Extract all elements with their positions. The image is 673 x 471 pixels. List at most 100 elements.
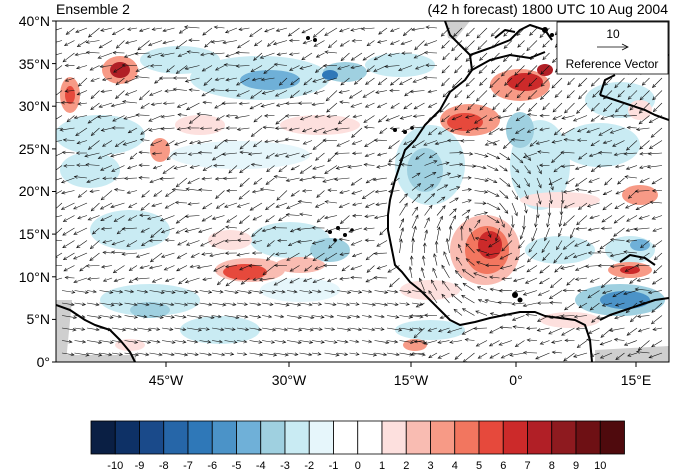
wind-arrow-head <box>563 357 568 362</box>
wind-arrow-shaft <box>174 340 186 343</box>
wind-arrow-shaft <box>536 140 550 145</box>
wind-arrow-head <box>160 53 165 57</box>
wind-arrow-shaft <box>312 176 325 179</box>
wind-arrow-head <box>496 155 501 160</box>
wind-arrow-shaft <box>111 102 125 107</box>
wind-arrow-shaft <box>274 315 284 318</box>
wind-arrow-shaft <box>409 315 425 317</box>
wind-arrow-head <box>414 66 420 70</box>
colorbar-label: 10 <box>594 460 606 471</box>
wind-arrow-head <box>84 290 89 294</box>
wind-arrow-shaft <box>515 340 525 347</box>
wind-arrow-head <box>364 104 370 108</box>
wind-arrow-shaft <box>311 352 321 355</box>
wind-arrow-shaft <box>366 65 375 72</box>
wind-arrow-shaft <box>575 277 588 280</box>
wind-arrow-head <box>413 55 418 59</box>
wind-arrow-head <box>147 340 152 344</box>
wind-arrow-head <box>226 219 231 223</box>
wind-arrow-shaft <box>135 76 150 79</box>
wind-arrow-shaft <box>399 193 408 204</box>
wind-arrow-shaft <box>239 215 250 224</box>
wind-arrow-shaft <box>561 190 564 204</box>
wind-arrow-head <box>466 209 471 214</box>
wind-arrow-head <box>363 162 368 167</box>
wind-arrow-head <box>549 315 554 320</box>
wind-arrow-head <box>81 327 86 331</box>
wind-arrow-head <box>624 205 630 209</box>
wind-arrow-shaft <box>648 352 663 358</box>
wind-arrow-head <box>215 117 220 121</box>
wind-arrow-shaft <box>423 77 438 79</box>
wind-arrow-head <box>302 40 307 45</box>
wind-arrow-shaft <box>629 277 638 284</box>
wind-arrow-head <box>250 68 255 73</box>
wind-arrow-head <box>238 195 243 200</box>
wind-arrow-head <box>289 67 294 71</box>
colorbar-label: -7 <box>183 460 193 471</box>
wind-arrow-shaft <box>547 215 550 228</box>
wind-arrow-head <box>465 115 470 119</box>
wind-arrow-head <box>371 302 376 307</box>
wind-arrow-head <box>324 50 329 54</box>
wind-arrow-head <box>176 127 181 131</box>
wind-arrow-shaft <box>615 102 625 113</box>
wind-arrow-shaft <box>86 302 100 306</box>
wind-arrow-shaft <box>467 65 475 73</box>
wind-arrow-head <box>613 276 618 281</box>
wind-arrow-head <box>99 64 104 69</box>
wind-arrow-shaft <box>454 102 463 111</box>
wind-arrow-head <box>454 283 459 288</box>
wind-arrow-head <box>196 265 201 270</box>
wind-arrow-shaft <box>366 265 375 273</box>
wind-arrow-head <box>63 267 68 272</box>
wind-arrow-head <box>251 189 256 194</box>
wind-arrow-shaft <box>249 327 262 331</box>
wind-arrow-head <box>289 228 295 233</box>
wind-arrow-shaft <box>590 352 600 357</box>
wind-arrow-shaft <box>528 102 538 112</box>
wind-arrow-shaft <box>561 315 575 317</box>
wind-arrow-shaft <box>563 215 575 226</box>
wind-arrow-head <box>287 242 293 246</box>
wind-arrow-head <box>465 243 470 248</box>
wind-arrow-shaft <box>86 352 102 356</box>
wind-arrow-shaft <box>513 265 525 272</box>
wind-arrow-head <box>118 302 123 306</box>
wind-arrow-shaft <box>65 277 75 279</box>
wind-arrow-head <box>566 94 571 99</box>
wind-arrow-head <box>390 105 395 109</box>
colorbar-box <box>357 420 383 455</box>
wind-arrow-shaft <box>313 40 325 47</box>
wind-arrow-head <box>165 142 170 146</box>
wind-arrow-shaft <box>102 177 113 179</box>
wind-arrow-shaft <box>286 214 300 216</box>
wind-arrow-shaft <box>350 265 363 270</box>
wind-arrow-head <box>501 223 505 228</box>
wind-arrow-head <box>511 302 516 306</box>
wind-arrow-shaft <box>362 190 375 199</box>
wind-arrow-head <box>423 341 428 345</box>
wind-arrow-head <box>438 328 443 333</box>
wind-arrow-shaft <box>128 127 138 134</box>
wind-arrow-head <box>322 79 327 83</box>
wind-arrow-head <box>289 94 294 99</box>
wind-arrow-shaft <box>467 102 475 110</box>
colorbar-box <box>599 420 625 455</box>
wind-arrow-head <box>87 119 92 124</box>
wind-arrow-shaft <box>62 152 75 154</box>
wind-arrow-shaft <box>603 140 613 144</box>
wind-arrow-shaft <box>56 102 63 104</box>
wind-arrow-head <box>365 278 370 283</box>
wind-arrow-shaft <box>278 165 288 172</box>
wind-arrow-head <box>551 84 556 89</box>
colorbar-label: 6 <box>500 460 506 471</box>
wind-arrow-shaft <box>433 253 438 266</box>
wind-arrow-shaft <box>211 327 224 331</box>
wind-arrow-shaft <box>176 265 188 272</box>
wind-arrow-shaft <box>501 240 513 252</box>
wind-arrow-shaft <box>479 102 488 111</box>
wind-arrow-head <box>236 252 241 257</box>
wind-arrow-shaft <box>86 40 100 43</box>
